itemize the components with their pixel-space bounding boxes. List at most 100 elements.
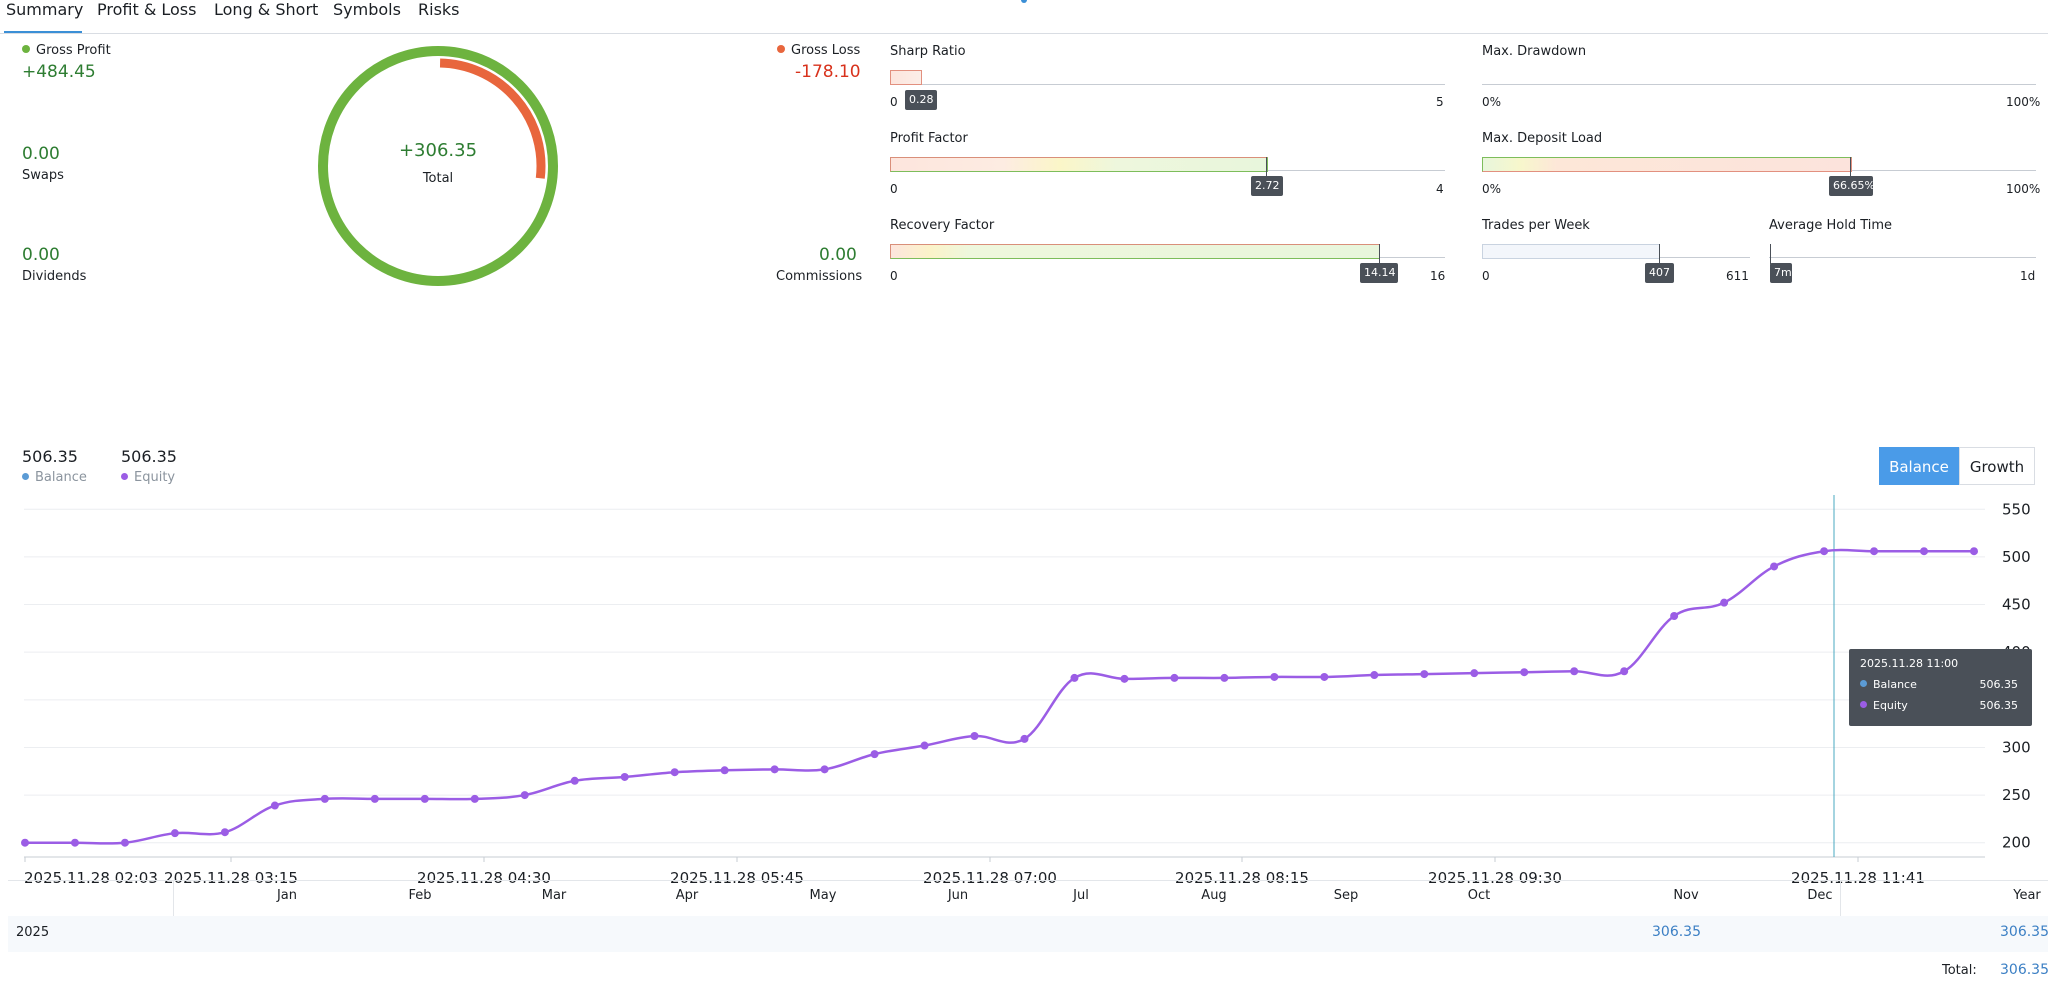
max-deposit-load-min: 0% xyxy=(1482,182,1502,196)
equity-point xyxy=(1220,673,1229,682)
month-feb: Feb xyxy=(408,888,432,903)
equity-line-chart[interactable]: 5505004504003503002502002025.11.28 02:03… xyxy=(0,495,2048,885)
tooltip-balance-value: 506.35 xyxy=(1979,678,2019,691)
dividends-label: Dividends xyxy=(22,269,87,284)
recovery-factor-min: 0 xyxy=(890,269,898,283)
y-tick-label: 300 xyxy=(2002,738,2031,756)
nov-value[interactable]: 306.35 xyxy=(1652,924,1701,940)
month-jan: Jan xyxy=(276,888,298,903)
max-deposit-load-value-tag: 66.65% xyxy=(1829,176,1875,196)
recovery-factor-marker xyxy=(1379,244,1380,264)
table-top-divider xyxy=(8,880,2048,881)
y-tick-label: 500 xyxy=(2002,548,2031,566)
recovery-factor-bar xyxy=(890,244,1380,259)
tab-profit-loss[interactable]: Profit & Loss xyxy=(97,0,197,19)
month-mar: Mar xyxy=(541,888,567,903)
row-year: 2025 xyxy=(16,925,50,940)
equity-point xyxy=(720,766,729,775)
profit-loss-donut xyxy=(318,46,558,286)
gross-profit-dot xyxy=(22,45,30,53)
equity-point xyxy=(1920,547,1929,556)
equity-point xyxy=(1320,672,1329,681)
commissions-label: Commissions xyxy=(776,269,863,284)
tab-long-short[interactable]: Long & Short xyxy=(214,0,319,19)
equity-point xyxy=(1120,674,1129,683)
month-oct: Oct xyxy=(1467,888,1491,903)
equity-point xyxy=(970,732,979,741)
x-tick-label: 2025.11.28 04:30 xyxy=(417,869,551,885)
month-nov: Nov xyxy=(1673,888,1699,903)
total-row-label: Total: xyxy=(1942,963,1977,978)
equity-point xyxy=(470,794,479,803)
equity-point xyxy=(1420,670,1429,679)
trades-per-week-value-tag: 407 xyxy=(1645,263,1674,283)
y-tick-label: 250 xyxy=(2002,786,2031,804)
y-tick-label: 200 xyxy=(2002,834,2031,852)
equity-point xyxy=(1470,669,1479,678)
equity-point xyxy=(1070,673,1079,682)
y-tick-label: 450 xyxy=(2002,596,2031,614)
equity-point xyxy=(1670,611,1679,620)
average-hold-time-marker xyxy=(1770,244,1771,264)
gross-profit-legend: Gross Profit xyxy=(22,43,111,58)
gross-loss-value: -178.10 xyxy=(795,62,861,82)
equity-point xyxy=(1620,667,1629,676)
equity-point xyxy=(370,794,379,803)
equity-point xyxy=(1870,547,1879,556)
year-value[interactable]: 306.35 xyxy=(2000,924,2048,940)
equity-point xyxy=(1270,672,1279,681)
total-label: Total xyxy=(422,171,454,186)
balance-legend-label: Balance xyxy=(35,470,87,485)
table-row-2025 xyxy=(8,916,2048,952)
donut-loss-arc xyxy=(439,58,546,179)
sharp-ratio-title: Sharp Ratio xyxy=(890,44,966,59)
equity-point xyxy=(670,768,679,777)
tooltip-equity-row: Equity xyxy=(1860,699,1908,712)
tab-bar: Summary Profit & Loss Long & Short Symbo… xyxy=(0,0,2048,34)
equity-point xyxy=(620,772,629,781)
max-deposit-load-bar xyxy=(1482,157,1852,172)
max-deposit-load-max: 100% xyxy=(2006,182,2041,196)
growth-button[interactable]: Growth xyxy=(1959,447,2035,485)
gross-profit-label: Gross Profit xyxy=(36,43,111,58)
tab-summary[interactable]: Summary xyxy=(4,0,83,33)
gross-loss-legend: Gross Loss xyxy=(777,43,860,58)
equity-point xyxy=(120,838,129,847)
equity-point xyxy=(1370,671,1379,680)
total-value: +306.35 xyxy=(398,140,478,161)
equity-legend[interactable]: Equity xyxy=(121,470,175,485)
x-tick-label: 2025.11.28 05:45 xyxy=(670,869,804,885)
y-tick-label: 550 xyxy=(2002,500,2031,518)
average-hold-time-max: 1d xyxy=(2020,269,2036,283)
tooltip-time: 2025.11.28 11:00 xyxy=(1860,657,1959,670)
x-tick-label: 2025.11.28 08:15 xyxy=(1175,869,1309,885)
profit-factor-marker xyxy=(1266,157,1267,177)
tooltip-balance-row: Balance xyxy=(1860,678,1917,691)
equity-point xyxy=(21,838,29,847)
average-hold-time-title: Average Hold Time xyxy=(1769,218,1893,233)
trades-per-week-min: 0 xyxy=(1482,269,1490,283)
total-row-value: 306.35 xyxy=(2000,962,2048,978)
sharp-ratio-track xyxy=(890,84,1445,85)
dividends-value: 0.00 xyxy=(22,245,60,265)
balance-button[interactable]: Balance xyxy=(1879,447,1959,485)
month-jun: Jun xyxy=(947,888,969,903)
tooltip-equity-value: 506.35 xyxy=(1979,699,2019,712)
equity-point xyxy=(1020,734,1029,743)
max-drawdown-max: 100% xyxy=(2006,95,2041,109)
equity-point xyxy=(820,765,829,774)
trades-per-week-max: 611 xyxy=(1726,269,1749,283)
swaps-value: 0.00 xyxy=(22,144,60,164)
balance-legend[interactable]: Balance xyxy=(22,470,87,485)
tab-symbols[interactable]: Symbols xyxy=(333,0,401,19)
tab-risks[interactable]: Risks xyxy=(418,0,460,19)
equity-point xyxy=(770,765,779,774)
equity-line xyxy=(25,548,1974,845)
month-jul: Jul xyxy=(1073,888,1089,903)
equity-point xyxy=(1570,667,1579,676)
x-tick-label: 2025.11.28 11:41 xyxy=(1791,869,1925,885)
max-drawdown-title: Max. Drawdown xyxy=(1482,44,1587,59)
sharp-ratio-min: 0 xyxy=(890,95,898,109)
max-drawdown-min: 0% xyxy=(1482,95,1502,109)
trades-per-week-title: Trades per Week xyxy=(1482,218,1590,233)
